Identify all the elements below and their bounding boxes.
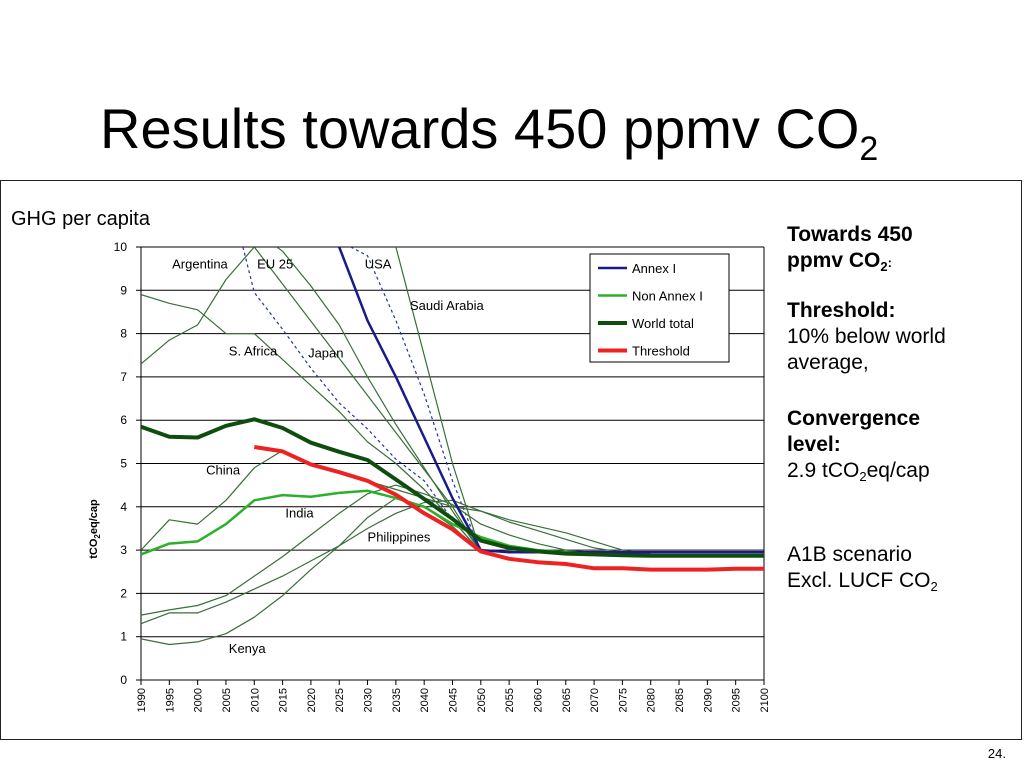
series-line-threshold <box>253 445 764 572</box>
convergence-heading-1: Convergence <box>787 407 921 430</box>
y-tick-label-1: 1 <box>120 630 127 644</box>
towards-sub: 2 <box>880 259 888 274</box>
annotation-japan: Japan <box>308 345 343 360</box>
y-axis-label: tCO2eq/cap <box>88 499 102 559</box>
y-axis-label-b: eq/cap <box>88 499 100 534</box>
annotation-argentina: Argentina <box>172 257 228 272</box>
y-tick-label-4: 4 <box>120 500 127 514</box>
y-tick-label-5: 5 <box>120 457 127 471</box>
x-tick-label-2070: 2070 <box>589 688 601 712</box>
x-tick-label-2015: 2015 <box>278 688 290 712</box>
y-axis-label-sub: 2 <box>93 534 102 539</box>
x-tick-label-2030: 2030 <box>363 688 375 712</box>
x-tick-label-1995: 1995 <box>164 688 176 712</box>
x-tick-label-2045: 2045 <box>448 688 460 712</box>
x-tick-label-2005: 2005 <box>221 688 233 712</box>
x-tick-label-2010: 2010 <box>249 688 261 712</box>
towards-end: : <box>887 255 892 270</box>
legend-label-world-total: World total <box>632 316 694 331</box>
series-line-eu-25 <box>242 247 482 553</box>
convergence-value-b: eq/cap <box>866 459 930 482</box>
legend-label-non-annex-i: Non Annex I <box>632 289 703 304</box>
annotation-india: India <box>285 506 314 521</box>
series-line-japan <box>276 247 482 553</box>
series-lines <box>141 247 764 646</box>
y-tick-label-2: 2 <box>120 586 127 600</box>
y-tick-label-8: 8 <box>120 327 127 341</box>
x-tick-label-2055: 2055 <box>504 688 516 712</box>
annotation-kenya: Kenya <box>229 641 267 656</box>
x-tick-label-2075: 2075 <box>617 688 629 712</box>
x-tick-label-2040: 2040 <box>419 688 431 712</box>
annotation-china: China <box>206 462 241 477</box>
chart-title: GHG per capita <box>11 208 151 230</box>
x-tick-label-2100: 2100 <box>759 688 771 712</box>
threshold-line1: 10% below world <box>787 325 946 348</box>
series-line-world-total <box>141 417 764 558</box>
x-tick-label-2035: 2035 <box>391 688 403 712</box>
x-tick-label-2080: 2080 <box>646 688 658 712</box>
series-line-saudi-arabia <box>395 247 482 553</box>
series-line-usa <box>350 247 482 553</box>
slide-title-text: Results towards 450 ppmv CO <box>100 97 860 160</box>
y-tick-label-6: 6 <box>120 413 127 427</box>
y-tick-label-3: 3 <box>120 543 127 557</box>
annotation-usa: USA <box>365 257 392 272</box>
annotation-eu-25: EU 25 <box>257 257 293 272</box>
y-tick-label-10: 10 <box>114 240 128 254</box>
content-frame: GHG per capita tCO2eq/cap 0 1 2 3 4 5 6 7 8 9 10 19… <box>0 180 1022 740</box>
legend-label-threshold: Threshold <box>632 344 690 359</box>
convergence-heading-2: level: <box>787 433 841 456</box>
towards-line2: ppmv CO <box>787 249 881 272</box>
y-axis-label-a: tCO <box>88 538 100 559</box>
towards-line1: Towards 450 <box>787 223 913 246</box>
annotation-s-africa: S. Africa <box>229 343 278 358</box>
scenario-text: A1B scenario <box>787 543 912 566</box>
x-tick-label-2025: 2025 <box>334 688 346 712</box>
series-line-s-africa <box>141 294 482 553</box>
annotation-philippines: Philippines <box>368 529 431 544</box>
x-tick-label-2020: 2020 <box>306 688 318 712</box>
y-tick-label-7: 7 <box>120 370 127 384</box>
towards-heading: Towards 450 ppmv CO2: <box>787 222 1017 280</box>
slide-title-subscript: 2 <box>859 130 879 168</box>
ghg-chart: GHG per capita tCO2eq/cap 01234567891019… <box>11 208 771 712</box>
annotation-saudi-arabia: Saudi Arabia <box>410 298 484 313</box>
x-tick-label-2085: 2085 <box>674 688 686 712</box>
slide-number: 24. <box>987 746 1006 761</box>
threshold-heading: Threshold: <box>787 299 896 322</box>
threshold-line2: average, <box>787 351 869 374</box>
x-tick-label-2060: 2060 <box>532 688 544 712</box>
lucf-text: Excl. LUCF CO <box>787 569 931 592</box>
x-tick-label-2065: 2065 <box>561 688 573 712</box>
x-tick-label-2050: 2050 <box>476 688 488 712</box>
x-tick-label-2090: 2090 <box>702 688 714 712</box>
series-line-india <box>141 499 651 625</box>
slide-title: Results towards 450 ppmv CO2 <box>100 96 878 169</box>
x-tick-label-2095: 2095 <box>731 688 743 712</box>
y-tick-label-9: 9 <box>120 283 127 297</box>
y-tick-label-0: 0 <box>120 673 127 687</box>
legend-box <box>589 253 730 363</box>
x-tick-label-2000: 2000 <box>193 688 205 712</box>
convergence-value-sub: 2 <box>859 469 867 484</box>
series-line-china <box>141 449 651 555</box>
series-line-philippines <box>141 484 651 616</box>
convergence-value-a: 2.9 tCO <box>787 459 860 482</box>
x-tick-label-1990: 1990 <box>136 688 148 712</box>
side-notes: Towards 450 ppmv CO2: Threshold: 10% below… <box>787 222 1017 600</box>
plot-area: 0 1 2 3 4 5 6 7 8 9 10 1990 1995 2000 2005 2010 2015 2020… <box>114 240 771 712</box>
lucf-sub: 2 <box>930 579 938 594</box>
legend-label-annex-i: Annex I <box>632 261 676 276</box>
legend: Annex I Non Annex I World total Threshold <box>589 253 730 363</box>
